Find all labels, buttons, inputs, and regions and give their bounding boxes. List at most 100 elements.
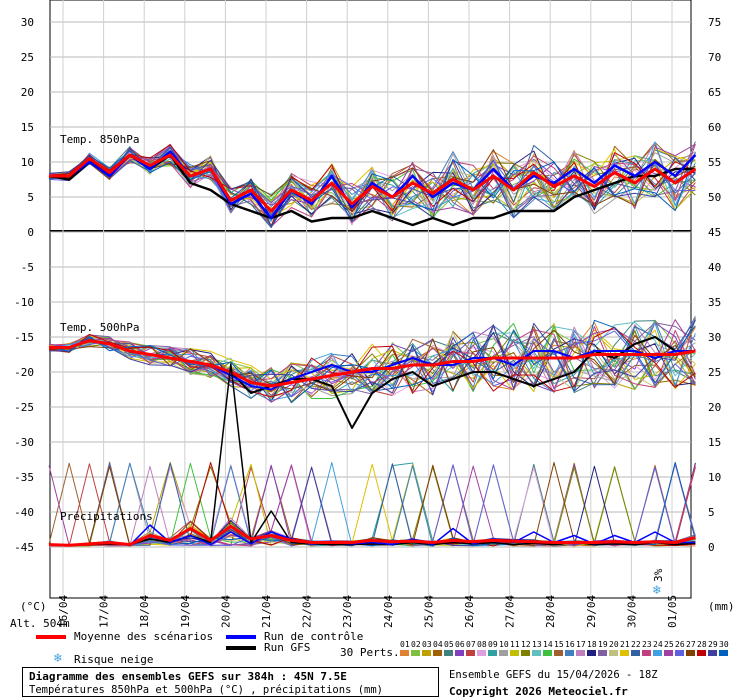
pert-color-swatch (631, 650, 640, 656)
date-axis-ticks: 16/04 17/04 18/04 19/04 20/04 21/04 22/04 23/04… (57, 595, 679, 628)
left-tick-label: -15 (14, 331, 34, 344)
left-tick-label: -25 (14, 401, 34, 414)
right-axis-unit: (mm) (708, 600, 735, 613)
mean-line-precip (48, 524, 696, 547)
mean-legend-label: Moyenne des scénarios (74, 630, 214, 643)
snow-risk-marker: 3% ❄ (652, 568, 665, 598)
pert-color-swatch (642, 650, 651, 656)
t850-panel-label: Temp. 850hPa (60, 133, 139, 146)
altitude-label: Alt. 504m (10, 617, 70, 630)
pert-number: 03 (422, 640, 432, 649)
gfs-legend-swatch (226, 646, 256, 650)
chart-title: Diagramme des ensembles GEFS sur 384h : … (29, 670, 347, 683)
pert-color-swatch (554, 650, 563, 656)
left-tick-label: -30 (14, 436, 34, 449)
pert-color-swatch (400, 650, 409, 656)
pert-number: 22 (631, 640, 641, 649)
pert-color-swatch (609, 650, 618, 656)
pert-number: 28 (697, 640, 707, 649)
right-tick-label: 55 (708, 156, 721, 169)
pert-color-swatch (598, 650, 607, 656)
pert-number: 13 (532, 640, 542, 649)
right-tick-label: 15 (708, 436, 721, 449)
pert-line-t500 (48, 320, 696, 396)
t500-panel-label: Temp. 500hPa (60, 321, 139, 334)
date-tick-label: 18/04 (138, 595, 151, 628)
pert-number: 21 (620, 640, 630, 649)
pert-line-t500 (48, 322, 696, 399)
left-axis-ticks: 30 25 20 15 10 5 0 -5 -10 -15 -20 -25 -30 -35 -40 -45 (14, 16, 34, 554)
snowflake-icon: ❄ (652, 583, 661, 598)
date-tick-label: 26/04 (463, 595, 476, 628)
pert-number: 17 (576, 640, 586, 649)
pert-number: 10 (499, 640, 509, 649)
pert-number: 18 (587, 640, 597, 649)
pert-number: 14 (543, 640, 553, 649)
pert-number: 01 (400, 640, 410, 649)
pert-line-t850 (48, 143, 696, 215)
pert-number: 07 (466, 640, 476, 649)
left-tick-label: -35 (14, 471, 34, 484)
right-tick-label: 25 (708, 366, 721, 379)
pert-color-swatch (411, 650, 420, 656)
pert-color-swatch (686, 650, 695, 656)
pert-number: 25 (664, 640, 674, 649)
pert-number: 12 (521, 640, 531, 649)
pert-color-swatch (587, 650, 596, 656)
control-legend-label: Run de contrôle (264, 630, 364, 643)
left-tick-label: 15 (21, 121, 34, 134)
right-tick-label: 30 (708, 331, 721, 344)
pert-color-swatch (466, 650, 475, 656)
date-tick-label: 28/04 (544, 595, 557, 628)
date-tick-label: 29/04 (585, 595, 598, 628)
right-tick-label: 0 (708, 541, 715, 554)
pert-color-swatch (532, 650, 541, 656)
left-tick-label: 20 (21, 86, 34, 99)
precip-panel-label: Précipitations (60, 510, 153, 523)
right-tick-label: 20 (708, 401, 721, 414)
perts-legend-label: 30 Perts. (340, 646, 400, 659)
pert-color-swatch (455, 650, 464, 656)
pert-number: 27 (686, 640, 696, 649)
right-tick-label: 70 (708, 51, 721, 64)
main-lines (48, 150, 697, 547)
pert-color-swatch (664, 650, 673, 656)
pert-number: 16 (565, 640, 575, 649)
pert-color-swatch (719, 650, 728, 656)
pert-color-swatch (708, 650, 717, 656)
pert-number: 05 (444, 640, 454, 649)
run-info: Ensemble GEFS du 15/04/2026 - 18Z (449, 669, 658, 681)
pert-number: 19 (598, 640, 608, 649)
date-tick-label: 22/04 (301, 595, 314, 628)
pert-line-t850 (48, 150, 696, 228)
left-tick-label: 30 (21, 16, 34, 29)
mean-line-t500 (49, 339, 696, 388)
pert-color-swatch (565, 650, 574, 656)
pert-number: 24 (653, 640, 663, 649)
snowflake-icon: ❄ (54, 651, 62, 666)
plot-frame (49, 0, 692, 599)
pert-color-swatch (620, 650, 629, 656)
pert-color-swatch (521, 650, 530, 656)
left-axis-unit: (°C) (20, 600, 47, 613)
right-tick-label: 45 (708, 226, 721, 239)
left-tick-label: 0 (27, 226, 34, 239)
pert-color-swatch (422, 650, 431, 656)
date-tick-label: 21/04 (260, 595, 273, 628)
date-tick-label: 25/04 (422, 595, 435, 628)
pert-color-swatch (499, 650, 508, 656)
left-tick-label: 10 (21, 156, 34, 169)
right-tick-label: 10 (708, 471, 721, 484)
control-legend-swatch (226, 635, 256, 639)
pert-number: 23 (642, 640, 652, 649)
left-tick-label: -5 (21, 261, 34, 274)
pert-color-swatch (576, 650, 585, 656)
pert-color-swatch (444, 650, 453, 656)
pert-color-swatch (697, 650, 706, 656)
date-tick-label: 20/04 (219, 595, 232, 628)
date-tick-label: 17/04 (98, 595, 111, 628)
left-tick-label: -10 (14, 296, 34, 309)
copyright: Copyright 2026 Meteociel.fr (449, 685, 628, 698)
right-tick-label: 5 (708, 506, 715, 519)
